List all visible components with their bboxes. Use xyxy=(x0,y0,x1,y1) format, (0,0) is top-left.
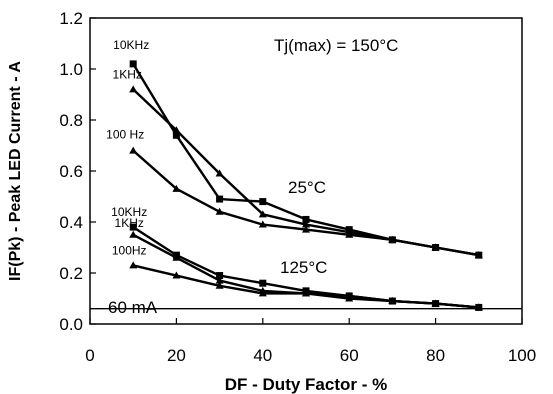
data-point xyxy=(172,126,181,134)
data-point xyxy=(474,303,483,311)
data-point xyxy=(259,198,267,206)
data-point xyxy=(172,271,181,279)
y-tick-label: 0.2 xyxy=(59,264,83,283)
data-point xyxy=(258,220,267,228)
data-point xyxy=(388,235,397,243)
group-label-125c: 125°C xyxy=(280,258,327,277)
data-point xyxy=(258,210,267,218)
data-point xyxy=(345,294,354,302)
x-tick-label: 60 xyxy=(340,346,359,365)
data-point xyxy=(215,169,224,177)
data-point xyxy=(302,289,310,297)
series-2 xyxy=(129,146,483,259)
data-point xyxy=(129,230,138,238)
series-label: 10KHz xyxy=(111,205,147,219)
y-axis: 0.0 0.2 0.4 0.6 0.8 1.0 1.2 xyxy=(59,9,96,334)
y-tick-label: 0.0 xyxy=(59,315,83,334)
reference-line-label: 60 mA xyxy=(108,298,158,317)
x-tick-label: 80 xyxy=(426,346,445,365)
data-point xyxy=(129,60,137,68)
y-tick-label: 0.8 xyxy=(59,111,83,130)
data-point xyxy=(302,215,310,223)
data-point xyxy=(215,207,224,215)
x-tick-label: 20 xyxy=(167,346,186,365)
data-point xyxy=(129,146,138,154)
data-point xyxy=(431,299,440,307)
data-point xyxy=(216,272,224,280)
x-tick-label: 0 xyxy=(85,346,94,365)
data-point xyxy=(431,243,440,251)
y-tick-label: 0.6 xyxy=(59,162,83,181)
x-axis-title: DF - Duty Factor - % xyxy=(225,375,387,394)
y-tick-label: 0.4 xyxy=(59,213,83,232)
tj-max-annotation: Tj(max) = 150°C xyxy=(274,36,398,55)
x-tick-label: 40 xyxy=(253,346,272,365)
data-point xyxy=(172,131,180,139)
data-point xyxy=(172,184,181,192)
data-point xyxy=(129,223,137,231)
data-point xyxy=(388,297,397,305)
y-axis-title: IF(Pk) - Peak LED Current - A xyxy=(7,61,24,281)
y-tick-label: 1.2 xyxy=(59,9,83,28)
data-point xyxy=(215,276,224,284)
y-tick-label: 1.0 xyxy=(59,60,83,79)
data-point xyxy=(129,261,138,269)
series-label: 1KHz xyxy=(113,67,142,81)
series-label: 1KHz xyxy=(115,216,144,230)
group-label-25c: 25°C xyxy=(288,178,326,197)
data-point xyxy=(215,281,224,289)
data-point xyxy=(474,251,483,259)
data-point xyxy=(216,195,224,203)
data-point xyxy=(258,289,267,297)
series-layer xyxy=(129,60,483,311)
series-label: 100Hz xyxy=(112,243,147,257)
x-tick-label: 100 xyxy=(508,346,536,365)
series-label: 10KHz xyxy=(113,38,149,52)
data-point xyxy=(129,85,138,93)
data-point xyxy=(302,220,310,228)
data-point xyxy=(302,225,310,233)
series-label: 100 Hz xyxy=(106,128,144,142)
data-point xyxy=(345,230,354,238)
x-axis: 0 20 40 60 80 100 xyxy=(85,318,536,365)
data-point xyxy=(172,253,181,261)
series-5 xyxy=(129,261,483,311)
data-point xyxy=(259,279,267,287)
